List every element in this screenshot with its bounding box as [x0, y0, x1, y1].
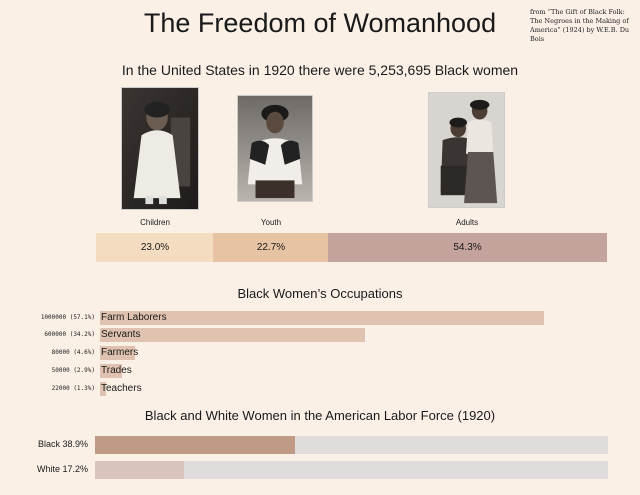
occupation-bar [100, 364, 122, 378]
occupation-bar [100, 311, 544, 325]
occupation-row-servants: 600000 (34.2%) Servants [0, 328, 640, 342]
occupation-bar [100, 346, 135, 360]
labor-label-black: Black 38.9% [37, 439, 88, 449]
occupation-value: 80000 (4.6%) [51, 349, 95, 356]
occupation-value: 600000 (34.2%) [44, 331, 95, 338]
occupation-bar [100, 328, 365, 342]
adults-photo [428, 92, 505, 208]
age-value-children: 23.0% [140, 242, 170, 253]
labor-row-white: White 17.2% [0, 461, 640, 479]
age-value-adults: 54.3% [453, 242, 482, 253]
occupation-value: 22000 (1.3%) [51, 385, 95, 392]
age-value-youth: 22.7% [256, 242, 286, 253]
occupation-bar [100, 382, 106, 396]
age-label-adults: Adults [455, 218, 479, 227]
age-label-children: Children [140, 218, 170, 227]
occupation-value: 50000 (2.9%) [51, 367, 95, 374]
youth-photo [237, 95, 313, 202]
occupation-label: Farmers [101, 347, 139, 358]
occupation-row-farmers: 80000 (4.6%) Farmers [0, 346, 640, 360]
occupation-label: Farm Laborers [101, 312, 167, 323]
occupation-label: Teachers [101, 383, 142, 394]
labor-track [95, 461, 608, 479]
population-subtitle: In the United States in 1920 there were … [121, 62, 519, 78]
occupations-title: Black Women’s Occupations [237, 286, 403, 301]
labor-row-black: Black 38.9% [0, 436, 640, 454]
occupation-value: 1000000 (57.1%) [40, 314, 95, 321]
age-segment-youth: 22.7% [213, 233, 329, 262]
age-segment-adults: 54.3% [328, 233, 607, 262]
occupation-label: Servants [101, 329, 141, 340]
source-citation: from “The Gift of Black Folk: The Negroe… [530, 8, 630, 43]
labor-track [95, 436, 608, 454]
labor-bar-black [95, 436, 295, 454]
page-title: The Freedom of Womanhood [143, 8, 497, 38]
age-segment-children: 23.0% [96, 233, 214, 262]
labor-force-title: Black and White Women in the American La… [144, 408, 496, 423]
occupation-row-teachers: 22000 (1.3%) Teachers [0, 382, 640, 396]
labor-bar-white [95, 461, 184, 479]
labor-label-white: White 17.2% [36, 464, 88, 474]
occupation-label: Trades [101, 365, 132, 376]
occupation-row-trades: 50000 (2.9%) Trades [0, 364, 640, 378]
children-photo [121, 87, 199, 210]
occupation-row-farm-laborers: 1000000 (57.1%) Farm Laborers [0, 311, 640, 325]
age-label-youth: Youth [260, 218, 282, 227]
